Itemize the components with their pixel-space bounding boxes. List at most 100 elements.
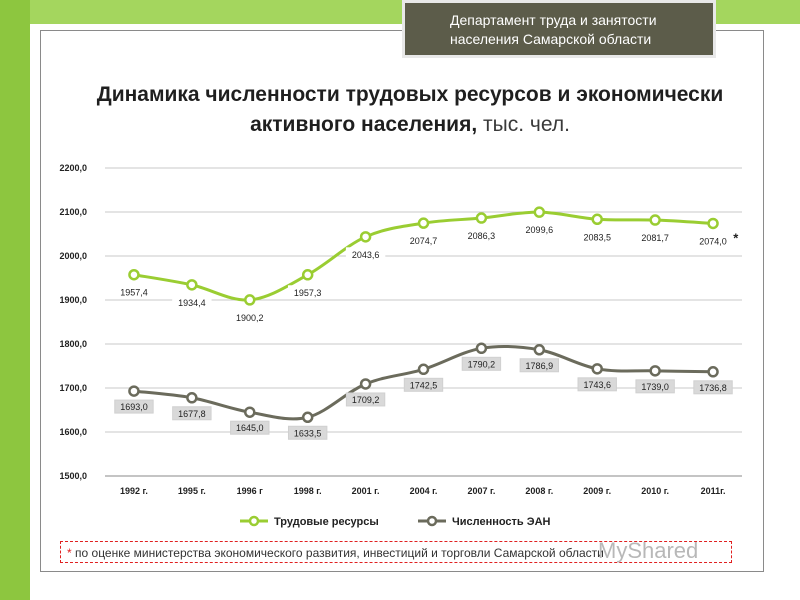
data-label-star: *: [733, 230, 739, 245]
data-point: [128, 268, 140, 281]
data-label-box: [345, 247, 386, 262]
data-label-box: [461, 228, 502, 243]
data-label: 1743,6: [583, 380, 611, 390]
y-tick-label: 1900,0: [59, 295, 87, 305]
x-tick-label: 2010 г.: [641, 486, 669, 496]
data-label-box: [403, 233, 444, 248]
x-tick-label: 2008 г.: [525, 486, 553, 496]
data-label: 1645,0: [236, 423, 264, 433]
footnote-text: по оценке министерства экономического ра…: [75, 546, 604, 560]
data-point: [475, 212, 488, 224]
data-point: [244, 406, 256, 418]
data-label: 1786,9: [526, 361, 554, 371]
data-label: 1957,4: [120, 288, 148, 298]
legend-marker: [248, 515, 260, 527]
data-label-box: [172, 295, 212, 310]
x-tick-label: 2004 г.: [410, 486, 438, 496]
data-label: 1790,2: [468, 359, 496, 369]
data-label-box: [345, 392, 386, 407]
data-label-box: [114, 285, 154, 300]
data-label-box: [403, 377, 444, 392]
x-tick-label: 1998 г.: [294, 486, 322, 496]
data-point: [533, 206, 546, 218]
data-label: 1742,5: [410, 380, 438, 390]
data-label: 2083,5: [583, 232, 611, 242]
y-tick-label: 1500,0: [59, 471, 87, 481]
data-point: [475, 342, 488, 355]
data-point: [359, 378, 372, 390]
data-label-box: [693, 233, 733, 248]
data-label-box: [287, 285, 328, 300]
data-label: 1739,0: [641, 382, 669, 392]
data-label-box: [461, 356, 502, 371]
x-tick-label: 2007 г.: [467, 486, 495, 496]
legend-label: Численность ЭАН: [452, 516, 551, 528]
slide-frame: [40, 30, 764, 572]
watermark: MyShared: [598, 538, 699, 563]
data-point: [186, 392, 198, 404]
data-label: 1900,2: [236, 313, 264, 323]
x-tick-label: 2011г.: [701, 486, 726, 496]
data-label: 2043,6: [352, 250, 380, 260]
data-label: 2099,6: [526, 225, 554, 235]
data-point: [591, 213, 603, 226]
chart-title-unit: тыс. чел.: [483, 113, 570, 136]
x-tick-label: 1995 г.: [178, 486, 206, 496]
data-label-box: [635, 379, 675, 394]
data-label: 1736,8: [699, 383, 727, 393]
data-point: [301, 411, 314, 424]
data-label-box: [230, 420, 270, 435]
data-label-box: [693, 380, 733, 395]
x-tick-label: 2009 г.: [583, 486, 611, 496]
footnote: * по оценке министерства экономического …: [60, 541, 732, 563]
x-tick-label: 2001 г.: [352, 486, 380, 496]
footnote-star: *: [67, 546, 72, 560]
y-tick-label: 1600,0: [59, 427, 87, 437]
x-tick-label: 1996 г: [237, 486, 264, 496]
data-label: 1677,8: [178, 409, 206, 419]
data-label: 2086,3: [468, 231, 496, 241]
y-tick-label: 2000,0: [59, 251, 87, 261]
data-label: 2074,0: [699, 236, 727, 246]
y-tick-label: 1700,0: [59, 383, 87, 393]
y-tick-label: 2200,0: [59, 163, 87, 173]
data-label: 1957,3: [294, 288, 322, 298]
data-label-box: [230, 310, 270, 325]
department-header: Департамент труда и занятости населения …: [402, 0, 716, 58]
data-label: 1693,0: [120, 402, 148, 412]
data-label-box: [114, 399, 154, 414]
chart-title: Динамика численности трудовых ресурсов и…: [60, 80, 760, 140]
data-point: [533, 344, 546, 356]
data-point: [591, 363, 603, 375]
data-point: [707, 217, 719, 230]
department-line-1: Департамент труда и занятости: [450, 12, 657, 28]
data-point: [417, 217, 430, 229]
data-label-box: [635, 230, 675, 245]
data-label: 1709,2: [352, 395, 380, 405]
department-line-2: населения Самарской области: [450, 31, 652, 47]
data-label-box: [172, 406, 212, 421]
data-label-box: [519, 222, 560, 237]
legend-label: Трудовые ресурсы: [274, 516, 379, 528]
x-tick-label: 1992 г.: [120, 486, 148, 496]
data-point: [244, 294, 256, 306]
data-label-box: [519, 358, 560, 373]
legend-marker: [426, 515, 438, 527]
data-label: 2081,7: [641, 233, 669, 243]
data-point: [359, 231, 372, 243]
data-point: [128, 385, 140, 397]
data-label-box: [577, 377, 617, 392]
data-point: [186, 279, 198, 291]
y-tick-label: 1800,0: [59, 339, 87, 349]
data-label: 2074,7: [410, 236, 438, 246]
data-point: [649, 365, 661, 377]
data-point: [707, 366, 719, 378]
data-label: 1633,5: [294, 428, 322, 438]
data-label-box: [287, 425, 328, 440]
data-point: [649, 214, 661, 226]
data-point: [301, 269, 314, 281]
chart-title-main: Динамика численности трудовых ресурсов и…: [96, 83, 724, 136]
y-tick-label: 2100,0: [59, 207, 87, 217]
left-accent-bar: [0, 0, 30, 600]
